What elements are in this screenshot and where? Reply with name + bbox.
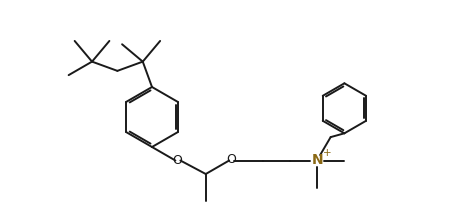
Text: +: + [323, 148, 332, 157]
Text: N: N [311, 154, 323, 168]
Text: O: O [226, 153, 236, 166]
Text: O: O [173, 154, 182, 167]
